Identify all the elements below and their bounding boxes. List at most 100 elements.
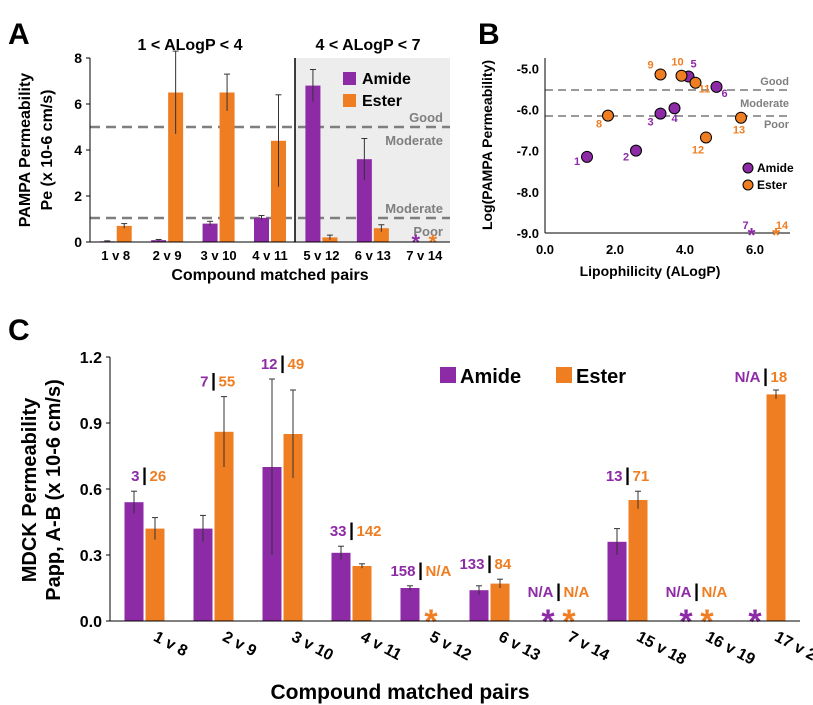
panel-c-pair-separator: | bbox=[487, 553, 492, 573]
panel-b-point-amide bbox=[581, 150, 593, 163]
panel-c-amide-value-label: 133 bbox=[459, 556, 484, 573]
panel-c-y-tick-label: 0.6 bbox=[80, 482, 102, 499]
panel-c-pair-separator: | bbox=[763, 366, 768, 386]
panel-b-point-ester bbox=[675, 69, 688, 82]
panel-b-legend-ester: Ester bbox=[757, 178, 787, 192]
panel-a-group-label-1: 1 < ALogP < 4 bbox=[138, 37, 243, 54]
panel-b-undetected-marker: * bbox=[772, 225, 780, 247]
panel-a-x-tick-label: 1 v 8 bbox=[101, 248, 130, 263]
panel-c-bar-amide bbox=[331, 552, 351, 621]
panel-c-amide-value-label: 12 bbox=[261, 356, 278, 373]
panel-c-pair-separator: | bbox=[418, 560, 423, 580]
panel-c-y-tick-label: 0.0 bbox=[80, 614, 102, 631]
panel-c-ester-value-label: 26 bbox=[150, 468, 167, 485]
panel-a-bar-ester bbox=[168, 92, 184, 242]
panel-c-amide-value-label: N/A bbox=[528, 584, 554, 601]
panel-c-bar-ester bbox=[214, 431, 234, 621]
panel-b-point-amide bbox=[710, 80, 723, 93]
panel-c-undetected-marker: * bbox=[748, 603, 762, 641]
panel-c-ester-value-label: 84 bbox=[495, 556, 512, 573]
panel-c-x-tick-label: 4 v 11 bbox=[358, 629, 405, 665]
panel-c-bar-amide bbox=[400, 588, 420, 621]
panel-c-x-tick-label: 7 v 14 bbox=[565, 629, 612, 665]
panel-a-y-tick-label: 8 bbox=[74, 50, 82, 66]
panel-b-y-label: Log(PAMPA Permeability) bbox=[479, 60, 495, 230]
panel-b-x-tick-label: 2.0 bbox=[606, 242, 624, 257]
panel-b-legend-amide-marker bbox=[742, 162, 754, 174]
panel-b-point-label: 6 bbox=[721, 88, 727, 100]
panel-b-point-label: 2 bbox=[623, 152, 629, 164]
panel-c-y-tick-label: 0.3 bbox=[80, 548, 102, 565]
panel-b-x-tick-label: 6.0 bbox=[746, 242, 764, 257]
panel-b-band-label: Moderate bbox=[740, 98, 789, 110]
panel-a-bar-amide bbox=[305, 85, 321, 242]
panel-c-amide-value-label: 7 bbox=[200, 374, 208, 391]
panel-c-bar-amide bbox=[124, 502, 144, 621]
panel-c-legend-ester-swatch bbox=[556, 367, 572, 383]
panel-c-y-label-1: MDCK Permeability bbox=[19, 397, 41, 582]
panel-a-x-ticks: 1 v 8 2 v 9 3 v 10 4 v 11 5 v 12 6 v 13 7 v 14 bbox=[101, 248, 443, 263]
panel-c-legend-amide-swatch bbox=[440, 367, 456, 383]
panel-a-x-tick-label: 4 v 11 bbox=[252, 248, 287, 263]
panel-c-amide-value-label: 158 bbox=[390, 563, 415, 580]
panel-a-y-tick-label: 0 bbox=[74, 234, 82, 250]
panel-a-threshold-label-good: Good bbox=[409, 110, 443, 125]
panel-b-point-amide bbox=[630, 144, 642, 157]
panel-c-ester-value-label: 49 bbox=[288, 356, 305, 373]
panel-b-ticks: -5.0 -6.0 -7.0 -8.0 -9.00.0 2.0 4.0 6.0 bbox=[517, 61, 764, 257]
panel-c-ester-value-label: 18 bbox=[771, 369, 788, 386]
panel-a-x-label: Compound matched pairs bbox=[171, 267, 368, 284]
panel-b-point-label: 12 bbox=[692, 144, 704, 156]
panel-b-threshold-label-poor: Poor bbox=[764, 119, 790, 131]
panel-b-point-ester bbox=[700, 131, 712, 144]
panel-b-x-tick-label: 0.0 bbox=[536, 242, 554, 257]
panel-a-y-label-2: Pe (x 10-6 cm/s) bbox=[39, 90, 56, 211]
panel-c-pair-separator: | bbox=[142, 465, 147, 485]
panel-a-threshold-label-moderate-upper: Moderate bbox=[385, 133, 443, 148]
panel-c-amide-value-label: 33 bbox=[330, 523, 347, 540]
panel-b-point-label: 9 bbox=[647, 59, 653, 71]
panel-c-legend-ester: Ester bbox=[576, 366, 626, 388]
panel-c-ester-value-label: N/A bbox=[426, 563, 452, 580]
panel-a-legend-ester-swatch bbox=[343, 94, 356, 107]
panel-c-y-tick-label: 0.9 bbox=[80, 416, 102, 433]
panel-c-bar-ester bbox=[628, 500, 648, 621]
panel-c-amide-value-label: N/A bbox=[666, 584, 692, 601]
panel-c-pair-separator: | bbox=[349, 520, 354, 540]
panel-c-undetected-marker: * bbox=[562, 603, 576, 641]
panel-b-point-ester bbox=[602, 109, 614, 122]
panel-a-legend-amide: Amide bbox=[362, 71, 411, 88]
panel-c-undetected-marker: * bbox=[700, 603, 714, 641]
panel-b-y-tick-label: -9.0 bbox=[517, 226, 539, 241]
panel-c-amide-value-label: N/A bbox=[735, 369, 761, 386]
panel-b-point-label: 14 bbox=[776, 220, 789, 232]
panel-a-legend-ester: Ester bbox=[362, 93, 402, 110]
panel-c-x-ticks: 1 v 8 2 v 9 3 v 10 4 v 11 5 v 12 6 v 13 7 v 14… bbox=[151, 629, 813, 669]
panel-b-point-label: 3 bbox=[647, 117, 653, 129]
panel-b-point-label: 11 bbox=[699, 84, 711, 96]
panel-c-pair-separator: | bbox=[625, 465, 630, 485]
panel-c-undetected-marker: * bbox=[679, 603, 693, 641]
panel-a-x-tick-label: 5 v 12 bbox=[303, 248, 339, 263]
panel-letter-a: A bbox=[8, 18, 30, 51]
panel-b-chart: Good Moderate Poor -5.0 -6.0 -7.0 -8.0 -9.00… bbox=[479, 57, 794, 279]
panel-c-amide-value-label: 13 bbox=[606, 468, 623, 485]
panel-c-x-tick-label: 3 v 10 bbox=[289, 629, 336, 665]
panel-letter-c: C bbox=[8, 314, 30, 347]
panel-a-y-tick-label: 6 bbox=[74, 96, 82, 112]
panel-c-ester-value-label: 71 bbox=[633, 468, 650, 485]
panel-a-y-label-1: PAMPA Permeability bbox=[17, 73, 34, 228]
panel-b-y-tick-label: -7.0 bbox=[517, 144, 539, 159]
panel-b-y-tick-label: -8.0 bbox=[517, 185, 539, 200]
panel-c-x-tick-label: 5 v 12 bbox=[427, 629, 474, 665]
panel-b-y-tick-label: -5.0 bbox=[517, 61, 539, 76]
panel-b-point-ester bbox=[689, 76, 702, 89]
panel-c-bar-amide bbox=[469, 590, 489, 621]
panel-c-x-tick-label: 17 v 20 bbox=[772, 629, 813, 669]
panel-a-bar-amide bbox=[254, 217, 269, 242]
panel-c-bar-amide bbox=[607, 541, 627, 621]
panel-c-x-tick-label: 6 v 13 bbox=[496, 629, 543, 665]
